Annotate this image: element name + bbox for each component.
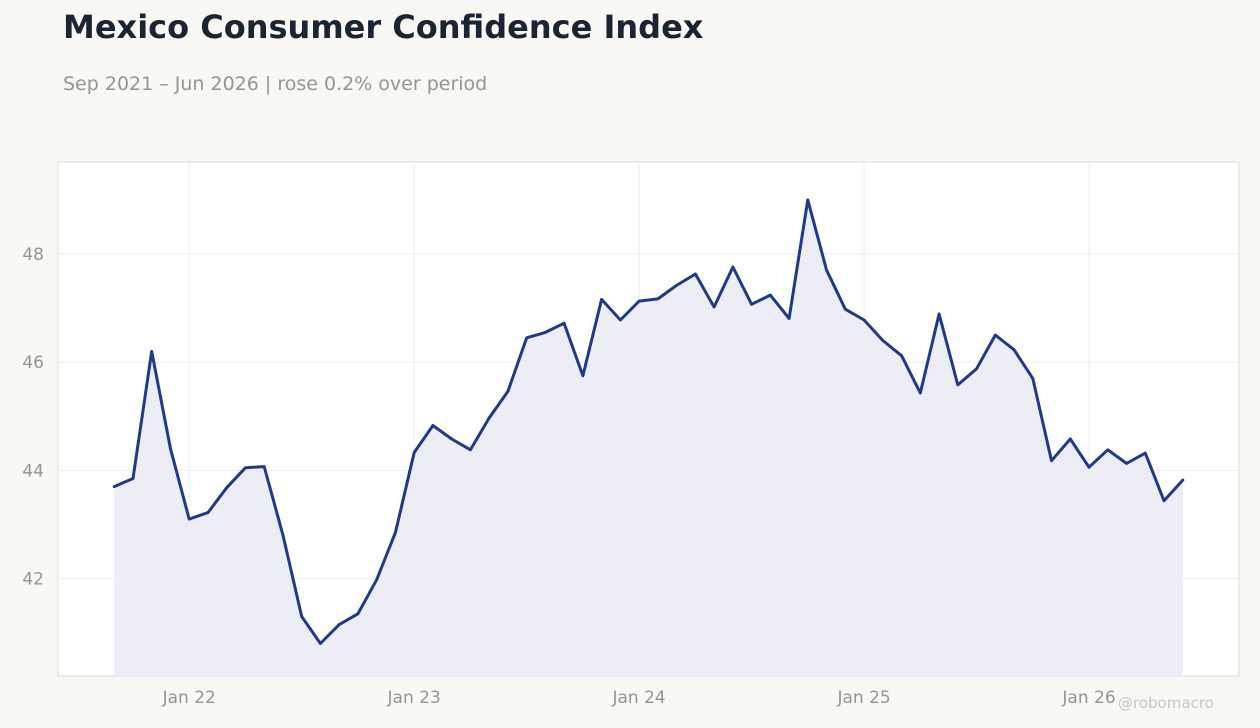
x-tick-label: Jan 22: [162, 688, 216, 708]
chart-subtitle: Sep 2021 – Jun 2026 | rose 0.2% over per…: [63, 73, 488, 95]
x-tick-label: Jan 25: [836, 688, 890, 708]
x-tick-label: Jan 24: [612, 688, 666, 708]
y-tick-label: 48: [22, 245, 44, 265]
watermark: @robomacro: [1118, 694, 1214, 712]
x-tick-label: Jan 23: [387, 688, 441, 708]
x-tick-label: Jan 26: [1061, 688, 1115, 708]
series-area-fill: [114, 199, 1183, 676]
chart-title: Mexico Consumer Confidence Index: [63, 8, 704, 46]
y-axis-ticks: 42 44 46 48: [22, 245, 44, 590]
x-axis-ticks: Jan 22 Jan 23 Jan 24 Jan 25 Jan 26: [162, 688, 1116, 708]
y-tick-label: 44: [22, 461, 44, 481]
y-tick-label: 42: [22, 570, 44, 590]
y-tick-label: 46: [22, 353, 44, 373]
series-line: [112, 198, 1185, 645]
